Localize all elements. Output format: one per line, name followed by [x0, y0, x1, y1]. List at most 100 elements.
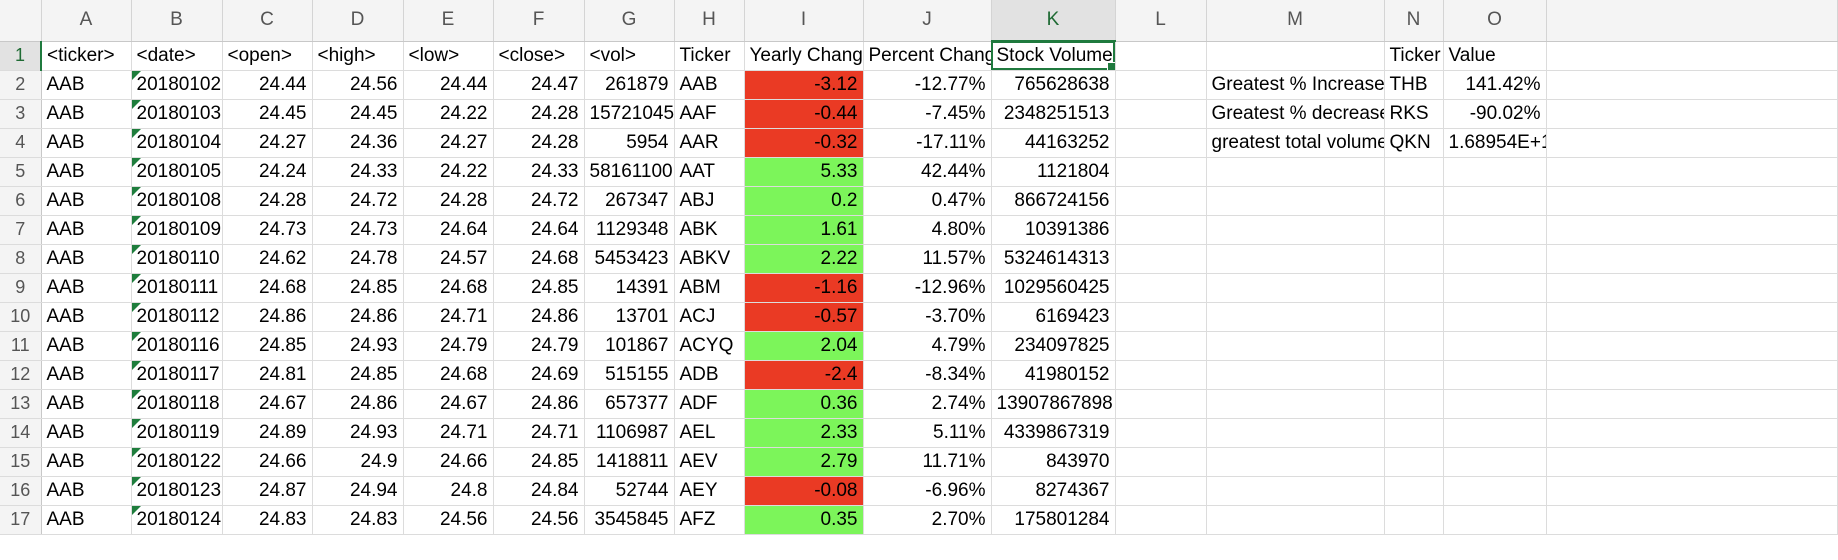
row-header-3[interactable]: 3 — [0, 99, 42, 129]
cell-i4[interactable]: -0.32 — [744, 128, 864, 158]
cell-h1[interactable]: Ticker — [674, 41, 745, 71]
cell-l15[interactable] — [1115, 447, 1207, 477]
cell-a2[interactable]: AAB — [41, 70, 132, 100]
cell-a11[interactable]: AAB — [41, 331, 132, 361]
cell-l6[interactable] — [1115, 186, 1207, 216]
cell-a14[interactable]: AAB — [41, 418, 132, 448]
cell-d2[interactable]: 24.56 — [312, 70, 404, 100]
cell-b17[interactable]: 20180124 — [131, 505, 223, 535]
cell-f1[interactable]: <close> — [493, 41, 585, 71]
cell-k14[interactable]: 4339867319 — [991, 418, 1116, 448]
cell-m8[interactable] — [1206, 244, 1385, 274]
cell-k13[interactable]: 13907867898 — [991, 389, 1116, 419]
cell-c12[interactable]: 24.81 — [222, 360, 313, 390]
cell-o15[interactable] — [1443, 447, 1547, 477]
cell-k8[interactable]: 5324614313 — [991, 244, 1116, 274]
row-header-17[interactable]: 17 — [0, 505, 42, 535]
cell-i3[interactable]: -0.44 — [744, 99, 864, 129]
cell-k10[interactable]: 6169423 — [991, 302, 1116, 332]
cell-j11[interactable]: 4.79% — [863, 331, 992, 361]
cell-n6[interactable] — [1384, 186, 1444, 216]
cell-i8[interactable]: 2.22 — [744, 244, 864, 274]
cell-o2[interactable]: 141.42% — [1443, 70, 1547, 100]
cell-e16[interactable]: 24.8 — [403, 476, 494, 506]
cell-k4[interactable]: 44163252 — [991, 128, 1116, 158]
cell-e7[interactable]: 24.64 — [403, 215, 494, 245]
cell-g13[interactable]: 657377 — [584, 389, 675, 419]
cell-j2[interactable]: -12.77% — [863, 70, 992, 100]
cell-m15[interactable] — [1206, 447, 1385, 477]
cell-e3[interactable]: 24.22 — [403, 99, 494, 129]
column-header-m[interactable]: M — [1206, 0, 1385, 42]
column-header-h[interactable]: H — [674, 0, 745, 42]
cell-d1[interactable]: <high> — [312, 41, 404, 71]
cell-h2[interactable]: AAB — [674, 70, 745, 100]
cell-l4[interactable] — [1115, 128, 1207, 158]
cell-j5[interactable]: 42.44% — [863, 157, 992, 187]
cell-l12[interactable] — [1115, 360, 1207, 390]
cell-f13[interactable]: 24.86 — [493, 389, 585, 419]
cell-h5[interactable]: AAT — [674, 157, 745, 187]
cell-c5[interactable]: 24.24 — [222, 157, 313, 187]
cell-c7[interactable]: 24.73 — [222, 215, 313, 245]
cell-m3[interactable]: Greatest % decrease — [1206, 99, 1385, 129]
cell-e6[interactable]: 24.28 — [403, 186, 494, 216]
cell-m6[interactable] — [1206, 186, 1385, 216]
cell-k15[interactable]: 843970 — [991, 447, 1116, 477]
cell-k5[interactable]: 1121804 — [991, 157, 1116, 187]
cell-g3[interactable]: 15721045 — [584, 99, 675, 129]
cell-c15[interactable]: 24.66 — [222, 447, 313, 477]
cell-d7[interactable]: 24.73 — [312, 215, 404, 245]
cell-f11[interactable]: 24.79 — [493, 331, 585, 361]
column-header-l[interactable]: L — [1115, 0, 1207, 42]
cell-l5[interactable] — [1115, 157, 1207, 187]
cell-m4[interactable]: greatest total volume — [1206, 128, 1385, 158]
cell-j3[interactable]: -7.45% — [863, 99, 992, 129]
cell-a13[interactable]: AAB — [41, 389, 132, 419]
cell-m10[interactable] — [1206, 302, 1385, 332]
cell-e9[interactable]: 24.68 — [403, 273, 494, 303]
cell-c3[interactable]: 24.45 — [222, 99, 313, 129]
cell-i9[interactable]: -1.16 — [744, 273, 864, 303]
cell-k16[interactable]: 8274367 — [991, 476, 1116, 506]
cell-g4[interactable]: 5954 — [584, 128, 675, 158]
cell-b10[interactable]: 20180112 — [131, 302, 223, 332]
cell-f17[interactable]: 24.56 — [493, 505, 585, 535]
cell-h3[interactable]: AAF — [674, 99, 745, 129]
cell-d16[interactable]: 24.94 — [312, 476, 404, 506]
cell-k1[interactable]: Stock Volume — [991, 41, 1116, 71]
cell-j10[interactable]: -3.70% — [863, 302, 992, 332]
cell-l16[interactable] — [1115, 476, 1207, 506]
cell-o16[interactable] — [1443, 476, 1547, 506]
cell-k6[interactable]: 866724156 — [991, 186, 1116, 216]
cell-l17[interactable] — [1115, 505, 1207, 535]
cell-c14[interactable]: 24.89 — [222, 418, 313, 448]
cell-a1[interactable]: <ticker> — [41, 41, 132, 71]
row-header-13[interactable]: 13 — [0, 389, 42, 419]
cell-d14[interactable]: 24.93 — [312, 418, 404, 448]
cell-a17[interactable]: AAB — [41, 505, 132, 535]
cell-o10[interactable] — [1443, 302, 1547, 332]
cell-g2[interactable]: 261879 — [584, 70, 675, 100]
cell-i15[interactable]: 2.79 — [744, 447, 864, 477]
cell-l11[interactable] — [1115, 331, 1207, 361]
cell-a3[interactable]: AAB — [41, 99, 132, 129]
cell-o4[interactable]: 1.68954E+12 — [1443, 128, 1547, 158]
cell-o8[interactable] — [1443, 244, 1547, 274]
cell-b16[interactable]: 20180123 — [131, 476, 223, 506]
cell-h13[interactable]: ADF — [674, 389, 745, 419]
cell-d12[interactable]: 24.85 — [312, 360, 404, 390]
cell-n15[interactable] — [1384, 447, 1444, 477]
cell-d17[interactable]: 24.83 — [312, 505, 404, 535]
cell-a12[interactable]: AAB — [41, 360, 132, 390]
cell-m2[interactable]: Greatest % Increase — [1206, 70, 1385, 100]
cell-g7[interactable]: 1129348 — [584, 215, 675, 245]
cell-b11[interactable]: 20180116 — [131, 331, 223, 361]
cell-m12[interactable] — [1206, 360, 1385, 390]
cell-b8[interactable]: 20180110 — [131, 244, 223, 274]
cell-h7[interactable]: ABK — [674, 215, 745, 245]
cell-a8[interactable]: AAB — [41, 244, 132, 274]
cell-k2[interactable]: 765628638 — [991, 70, 1116, 100]
cell-j6[interactable]: 0.47% — [863, 186, 992, 216]
